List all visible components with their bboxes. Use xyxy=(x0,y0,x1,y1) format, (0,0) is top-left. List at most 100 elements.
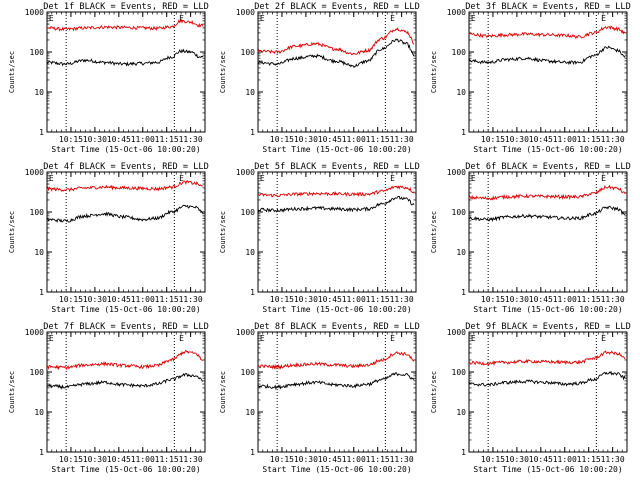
x-tick-label: 10:30 xyxy=(294,135,318,144)
chart-panel-4: Det 4f BLACK = Events, RED = LLD 1 10 100 10… xyxy=(8,162,209,314)
lld-series-line xyxy=(46,18,204,32)
plot-frame xyxy=(46,11,206,133)
x-axis-label: Start Time (15-Oct-06 10:00:20) xyxy=(51,465,200,474)
y-axis-label: Counts/sec xyxy=(8,211,16,253)
y-tick-label: 1 xyxy=(39,448,44,457)
events-series-line xyxy=(468,45,626,66)
chart-title: Det 5f BLACK = Events, RED = LLD xyxy=(254,162,420,172)
chart-panel-9: Det 9f BLACK = Events, RED = LLD 1 10 100 10… xyxy=(430,322,631,474)
x-tick-label: 11:00 xyxy=(553,135,577,144)
chart-panel-7: Det 7f BLACK = Events, RED = LLD 1 10 100 10… xyxy=(8,322,209,474)
y-tick-label: 1000 xyxy=(25,168,44,177)
x-tick-label: 11:30 xyxy=(601,295,625,304)
y-tick-label: 10 xyxy=(245,408,255,417)
event-marker-label: E xyxy=(260,174,265,183)
x-tick-label: 10:45 xyxy=(529,455,553,464)
x-axis-label: Start Time (15-Oct-06 10:00:20) xyxy=(262,465,411,474)
plot-frame xyxy=(46,331,206,453)
event-marker-label: E xyxy=(49,334,54,343)
y-tick-label: 1000 xyxy=(447,168,466,177)
y-axis-label: Counts/sec xyxy=(430,211,438,253)
chart-title: Det 8f BLACK = Events, RED = LLD xyxy=(254,322,420,332)
event-marker-label: E xyxy=(260,334,265,343)
y-axis-label: Counts/sec xyxy=(430,371,438,413)
events-series-line xyxy=(46,373,204,390)
y-axis-label: Counts/sec xyxy=(8,51,16,93)
x-tick-label: 11:15 xyxy=(577,455,601,464)
x-axis-label: Start Time (15-Oct-06 10:00:20) xyxy=(473,465,622,474)
chart-panel-8: Det 8f BLACK = Events, RED = LLD 1 10 100 10… xyxy=(219,322,420,474)
x-tick-label: 11:00 xyxy=(342,135,366,144)
x-tick-label: 10:15 xyxy=(59,295,83,304)
y-tick-label: 10 xyxy=(34,248,44,257)
event-marker-label: E xyxy=(260,14,265,23)
event-marker-label: E xyxy=(601,14,606,23)
event-marker-label: E xyxy=(49,14,54,23)
x-tick-label: 11:15 xyxy=(577,135,601,144)
x-tick-label: 10:15 xyxy=(59,135,83,144)
events-series-line xyxy=(257,195,415,213)
event-marker-label: E xyxy=(390,14,395,23)
x-tick-label: 11:30 xyxy=(601,455,625,464)
y-tick-label: 10 xyxy=(456,248,466,257)
y-tick-label: 1 xyxy=(39,128,44,137)
event-marker-label: E xyxy=(179,174,184,183)
event-marker-label: E xyxy=(390,174,395,183)
x-tick-label: 11:00 xyxy=(342,295,366,304)
event-marker-label: E xyxy=(49,174,54,183)
x-tick-label: 11:00 xyxy=(131,295,155,304)
y-tick-label: 100 xyxy=(241,368,256,377)
x-tick-label: 11:15 xyxy=(366,455,390,464)
event-marker-label: E xyxy=(601,174,606,183)
event-marker-label: E xyxy=(471,174,476,183)
y-tick-label: 1 xyxy=(250,128,255,137)
x-axis-label: Start Time (15-Oct-06 10:00:20) xyxy=(51,145,200,154)
y-tick-label: 10 xyxy=(34,408,44,417)
event-marker-label: E xyxy=(390,334,395,343)
y-tick-label: 10 xyxy=(245,248,255,257)
y-tick-label: 1000 xyxy=(25,8,44,17)
y-tick-label: 1 xyxy=(250,288,255,297)
x-tick-label: 11:30 xyxy=(601,135,625,144)
x-tick-label: 11:00 xyxy=(131,135,155,144)
chart-panel-6: Det 6f BLACK = Events, RED = LLD 1 10 100 10… xyxy=(430,162,631,314)
chart-panel-5: Det 5f BLACK = Events, RED = LLD 1 10 100 10… xyxy=(219,162,420,314)
x-tick-label: 10:15 xyxy=(481,295,505,304)
chart-title: Det 7f BLACK = Events, RED = LLD xyxy=(43,322,209,332)
x-tick-label: 11:15 xyxy=(155,135,179,144)
x-tick-label: 10:15 xyxy=(270,455,294,464)
y-axis-label: Counts/sec xyxy=(219,51,227,93)
event-marker-label: E xyxy=(179,14,184,23)
chart-panel-1: Det 1f BLACK = Events, RED = LLD 1 10 100 10… xyxy=(8,2,209,154)
x-tick-label: 11:15 xyxy=(155,295,179,304)
lld-series-line xyxy=(468,25,626,40)
x-tick-label: 10:45 xyxy=(107,135,131,144)
y-tick-label: 10 xyxy=(456,88,466,97)
y-tick-label: 1 xyxy=(39,288,44,297)
event-marker-label: E xyxy=(471,14,476,23)
y-tick-label: 10 xyxy=(245,88,255,97)
y-axis-label: Counts/sec xyxy=(430,51,438,93)
y-tick-label: 100 xyxy=(30,368,45,377)
y-tick-label: 1000 xyxy=(236,328,255,337)
y-tick-label: 1000 xyxy=(447,8,466,17)
x-tick-label: 10:15 xyxy=(270,295,294,304)
x-tick-label: 10:45 xyxy=(318,455,342,464)
events-series-line xyxy=(257,38,415,69)
x-axis-label: Start Time (15-Oct-06 10:00:20) xyxy=(473,305,622,314)
x-axis-label: Start Time (15-Oct-06 10:00:20) xyxy=(51,305,200,314)
y-tick-label: 1000 xyxy=(25,328,44,337)
plot-frame xyxy=(46,171,206,293)
x-axis-label: Start Time (15-Oct-06 10:00:20) xyxy=(473,145,622,154)
x-tick-label: 10:45 xyxy=(318,295,342,304)
y-tick-label: 1 xyxy=(461,128,466,137)
x-tick-label: 10:15 xyxy=(481,455,505,464)
event-marker-label: E xyxy=(601,334,606,343)
x-tick-label: 11:00 xyxy=(553,295,577,304)
lld-series-line xyxy=(468,184,626,201)
x-tick-label: 11:30 xyxy=(179,135,203,144)
x-tick-label: 10:45 xyxy=(529,295,553,304)
plot-frame xyxy=(257,331,417,453)
x-tick-label: 10:30 xyxy=(83,455,107,464)
